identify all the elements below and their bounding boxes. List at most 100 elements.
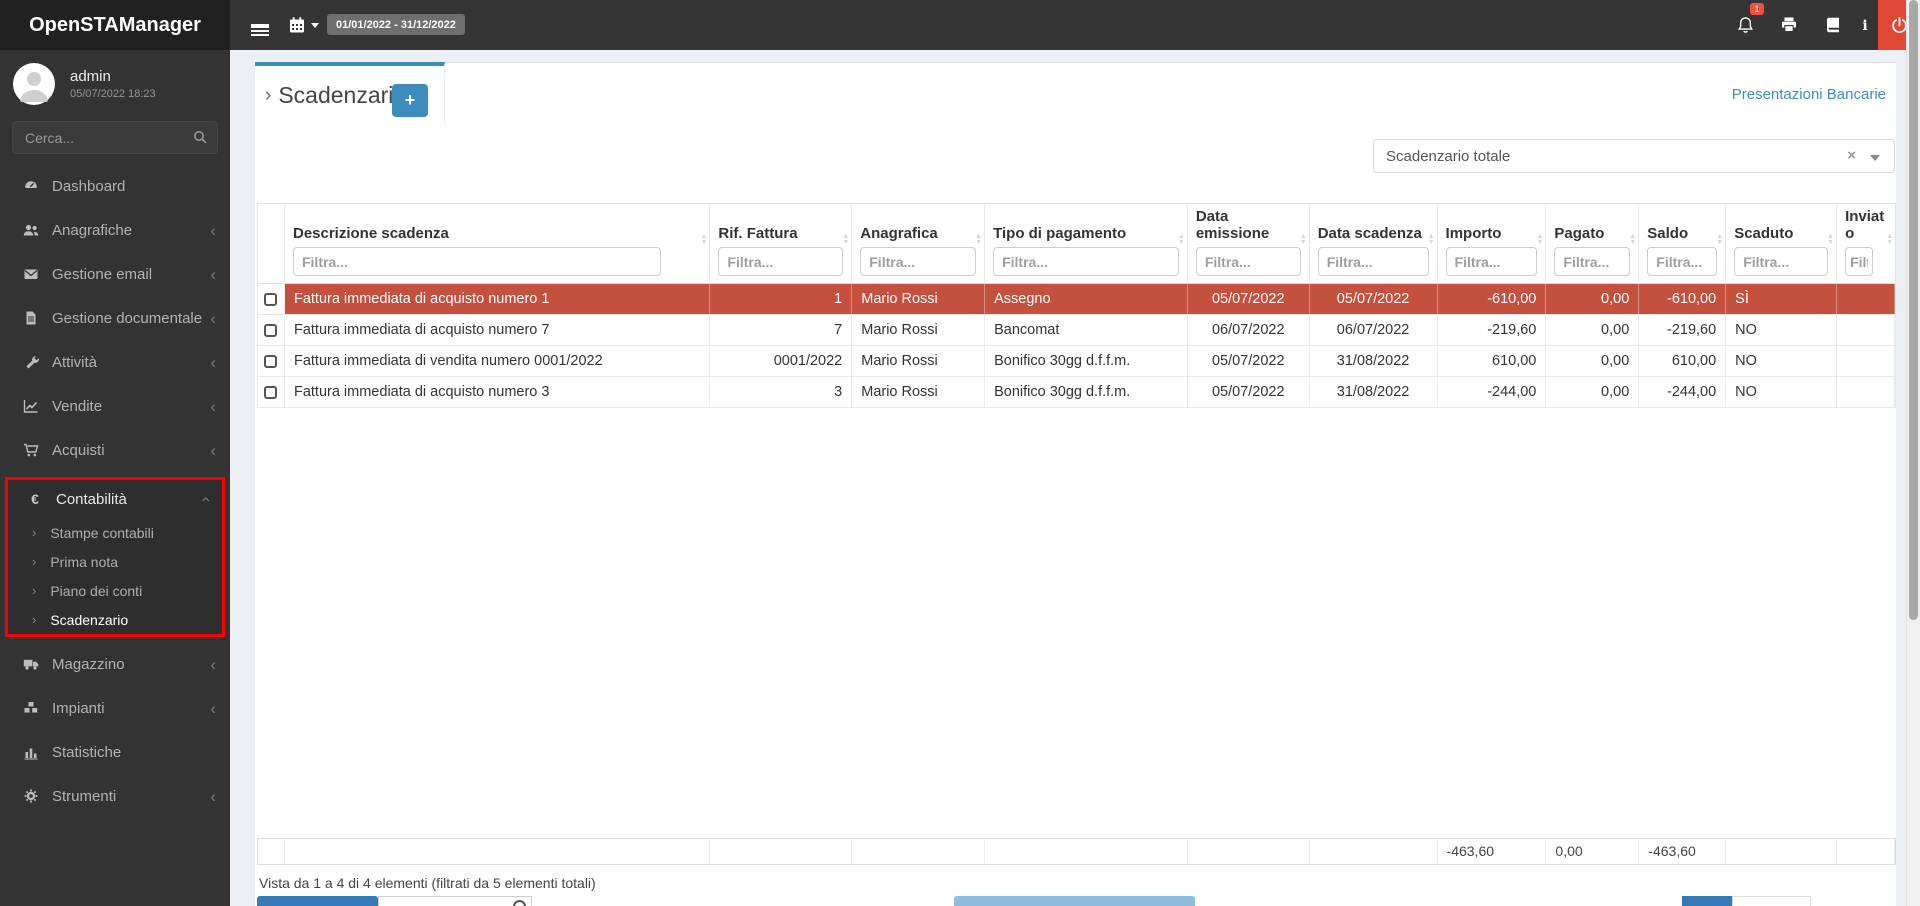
angle-right-icon	[32, 554, 36, 569]
col-header-tipo-pagamento[interactable]: Tipo di pagamento ▲ ▼	[985, 204, 1188, 283]
col-header-descrizione[interactable]: Descrizione scadenza ▲ ▼	[285, 204, 711, 283]
col-header-data-emissione[interactable]: Data emissione ▲ ▼	[1188, 204, 1310, 283]
chevron-down-icon	[310, 22, 319, 28]
sidebar-subitem-stampe-contabili[interactable]: Stampe contabili	[8, 518, 222, 547]
cell-data-emissione: 05/07/2022	[1188, 284, 1310, 314]
pagination-previous-button[interactable]	[954, 896, 1195, 906]
sidebar-item-gestione-email[interactable]: Gestione email	[0, 252, 230, 296]
table-row[interactable]: Fattura immediata di acquisto numero 3 3…	[257, 377, 1896, 408]
sidebar-subitem-label: Stampe contabili	[50, 524, 154, 541]
col-header-data-scadenza[interactable]: Data scadenza ▲ ▼	[1310, 204, 1438, 283]
table-row[interactable]: Fattura immediata di vendita numero 0001…	[257, 346, 1896, 377]
sidebar-item-attivita[interactable]: Attività	[0, 340, 230, 384]
sort-icons[interactable]: ▲ ▼	[1827, 233, 1835, 246]
col-header-inviato[interactable]: Inviato ▲ ▼	[1837, 204, 1895, 283]
sidebar-item-dashboard[interactable]: Dashboard	[0, 164, 230, 208]
chevron-down-icon[interactable]	[1870, 155, 1880, 161]
sidebar-item-statistiche[interactable]: Statistiche	[0, 730, 230, 774]
column-label: Data emissione	[1195, 208, 1270, 242]
user-panel: admin 05/07/2022 18:23	[0, 50, 230, 114]
filter-input-saldo[interactable]	[1647, 247, 1718, 276]
sidebar-item-impianti[interactable]: Impianti	[0, 686, 230, 730]
cell-data-emissione: 05/07/2022	[1188, 377, 1310, 407]
presentazioni-bancarie-link[interactable]: Presentazioni Bancarie	[1731, 86, 1886, 103]
sidebar-subitem-label: Piano dei conti	[50, 582, 143, 599]
sort-icons[interactable]: ▲ ▼	[1299, 233, 1307, 246]
filter-input-data-scadenza[interactable]	[1317, 247, 1429, 276]
sort-icons[interactable]: ▲ ▼	[842, 233, 850, 246]
row-checkbox[interactable]	[264, 292, 278, 306]
filter-input-tipo-pagamento[interactable]	[993, 247, 1179, 276]
totals-pagato: 0,00	[1546, 839, 1640, 864]
export-button[interactable]	[257, 896, 378, 906]
date-range-badge[interactable]: 01/01/2022 - 31/12/2022	[327, 14, 465, 35]
totals-empty-cell	[1837, 839, 1896, 864]
search-icon[interactable]	[188, 126, 212, 150]
cell-importo: 610,00	[1438, 346, 1547, 376]
sort-icons[interactable]: ▲ ▼	[700, 233, 708, 246]
search-input[interactable]	[12, 121, 218, 154]
col-header-pagato[interactable]: Pagato ▲ ▼	[1546, 204, 1640, 283]
sort-icons[interactable]: ▲ ▼	[1536, 233, 1544, 246]
filter-input-descrizione[interactable]	[292, 247, 661, 276]
col-header-importo[interactable]: Importo ▲ ▼	[1438, 204, 1547, 283]
filter-input-pagato[interactable]	[1554, 247, 1631, 276]
row-checkbox[interactable]	[264, 354, 278, 368]
col-header-anagrafica[interactable]: Anagrafica ▲ ▼	[852, 204, 986, 283]
pagination-next-button[interactable]	[1732, 896, 1811, 906]
col-header-rif-fattura[interactable]: Rif. Fattura ▲ ▼	[710, 204, 853, 283]
table-row[interactable]: Fattura immediata di acquisto numero 1 1…	[257, 284, 1896, 315]
row-checkbox[interactable]	[264, 385, 278, 399]
sidebar-item-magazzino[interactable]: Magazzino	[0, 642, 230, 686]
scrollbar-thumb[interactable]	[1909, 0, 1918, 620]
filter-input-inviato[interactable]	[1845, 247, 1874, 276]
add-record-button[interactable]: +	[392, 84, 428, 117]
cell-data-scadenza: 31/08/2022	[1310, 377, 1438, 407]
sort-icons[interactable]: ▲ ▼	[1427, 233, 1435, 246]
scrollbar-track[interactable]	[1906, 0, 1920, 906]
clear-icon[interactable]	[1847, 147, 1856, 164]
filter-input-scaduto[interactable]	[1734, 247, 1829, 276]
sidebar-item-vendite[interactable]: Vendite	[0, 384, 230, 428]
col-header-saldo[interactable]: Saldo ▲ ▼	[1639, 204, 1727, 283]
row-checkbox[interactable]	[264, 323, 278, 337]
tab-scadenzario[interactable]: Scadenzario	[255, 62, 445, 125]
sort-icons[interactable]: ▲ ▼	[1177, 233, 1185, 246]
table-row[interactable]: Fattura immediata di acquisto numero 7 7…	[257, 315, 1896, 346]
print-icon[interactable]	[1770, 0, 1808, 50]
print-table-button[interactable]	[378, 896, 532, 906]
sidebar-item-strumenti[interactable]: Strumenti	[0, 774, 230, 818]
cell-anagrafica: Mario Rossi	[852, 346, 986, 376]
sidebar-subitem-piano-dei-conti[interactable]: Piano dei conti	[8, 576, 222, 605]
sort-icons[interactable]: ▲ ▼	[1886, 233, 1894, 246]
sort-icons[interactable]: ▲ ▼	[1716, 233, 1724, 246]
sidebar-item-gestione-documentale[interactable]: Gestione documentale	[0, 296, 230, 340]
hamburger-menu-icon[interactable]	[240, 0, 280, 50]
manual-book-icon[interactable]	[1814, 0, 1852, 50]
avatar[interactable]	[12, 62, 56, 106]
sidebar-item-acquisti[interactable]: Acquisti	[0, 428, 230, 472]
scadenzario-filter-select[interactable]: Scadenzario totale	[1373, 139, 1895, 173]
calendar-icon[interactable]	[280, 0, 326, 50]
cell-saldo: -610,00	[1639, 284, 1727, 314]
filter-input-importo[interactable]	[1445, 247, 1538, 276]
app-logo[interactable]: OpenSTAManager	[0, 0, 230, 50]
filter-input-anagrafica[interactable]	[860, 247, 977, 276]
col-header-scaduto[interactable]: Scaduto ▲ ▼	[1726, 204, 1838, 283]
sidebar-item-anagrafiche[interactable]: Anagrafiche	[0, 208, 230, 252]
sort-icons[interactable]: ▲ ▼	[1629, 233, 1637, 246]
sort-icons[interactable]: ▲ ▼	[975, 233, 983, 246]
row-checkbox-cell	[258, 377, 285, 407]
column-label: Inviato	[1845, 208, 1885, 242]
chevron-left-icon	[210, 310, 216, 327]
pagination-page-1-button[interactable]	[1682, 896, 1732, 906]
filter-input-rif-fattura[interactable]	[718, 247, 844, 276]
sidebar-item-contabilita[interactable]: € Contabilità	[8, 480, 222, 518]
sidebar-subitem-prima-nota[interactable]: Prima nota	[8, 547, 222, 576]
sidebar-subitem-scadenzario[interactable]: Scadenzario	[8, 605, 222, 634]
sidebar-item-label: Impianti	[52, 699, 105, 717]
notifications-bell-icon[interactable]: 1	[1726, 0, 1764, 50]
info-icon[interactable]: i	[1852, 0, 1878, 50]
filter-input-data-emissione[interactable]	[1195, 247, 1301, 276]
sidebar-item-label: Dashboard	[52, 177, 126, 195]
